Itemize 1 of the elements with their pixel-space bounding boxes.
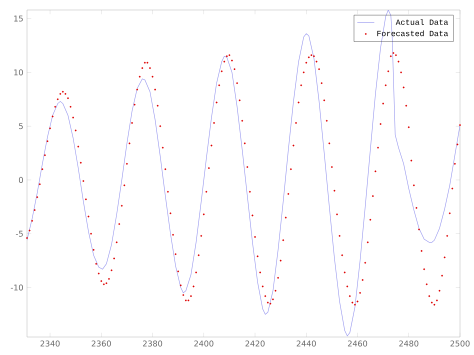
line-series [27,10,460,336]
